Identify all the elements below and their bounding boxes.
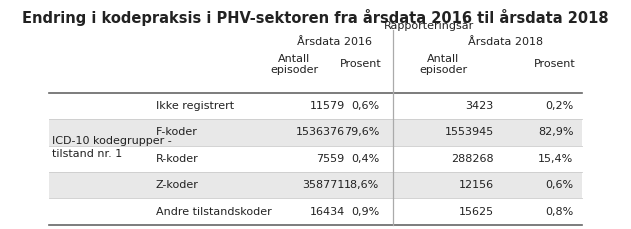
Text: Andre tilstandskoder: Andre tilstandskoder — [156, 207, 272, 217]
Text: Z-koder: Z-koder — [156, 180, 199, 190]
Text: Prosent: Prosent — [340, 60, 382, 69]
Text: 1536376: 1536376 — [296, 128, 345, 137]
Text: 0,6%: 0,6% — [351, 101, 379, 111]
Text: R-koder: R-koder — [156, 154, 199, 164]
Text: 358771: 358771 — [302, 180, 345, 190]
Bar — [49, 172, 582, 199]
Bar — [49, 199, 582, 225]
Text: 0,4%: 0,4% — [351, 154, 379, 164]
Text: Årsdata 2016: Årsdata 2016 — [297, 37, 372, 47]
Text: Rapporteringsår: Rapporteringsår — [384, 19, 474, 30]
Text: 0,2%: 0,2% — [545, 101, 574, 111]
Bar — [49, 93, 582, 119]
Text: Antall
episoder: Antall episoder — [419, 54, 467, 75]
Text: 82,9%: 82,9% — [538, 128, 574, 137]
Text: 16434: 16434 — [310, 207, 345, 217]
Text: Antall
episoder: Antall episoder — [270, 54, 318, 75]
Text: 7559: 7559 — [317, 154, 345, 164]
Text: Endring i kodepraksis i PHV-sektoren fra årsdata 2016 til årsdata 2018: Endring i kodepraksis i PHV-sektoren fra… — [22, 9, 609, 26]
Text: Prosent: Prosent — [534, 60, 575, 69]
Text: 11579: 11579 — [310, 101, 345, 111]
Text: 12156: 12156 — [459, 180, 493, 190]
Text: F-koder: F-koder — [156, 128, 198, 137]
Text: 288268: 288268 — [451, 154, 493, 164]
Text: 0,6%: 0,6% — [545, 180, 574, 190]
Text: 79,6%: 79,6% — [344, 128, 379, 137]
Bar — [49, 146, 582, 172]
Text: Ikke registrert: Ikke registrert — [156, 101, 234, 111]
Text: 15625: 15625 — [459, 207, 493, 217]
Text: 3423: 3423 — [466, 101, 493, 111]
Text: 1553945: 1553945 — [444, 128, 493, 137]
Text: ICD-10 kodegrupper -
tilstand nr. 1: ICD-10 kodegrupper - tilstand nr. 1 — [52, 136, 172, 159]
Text: 15,4%: 15,4% — [538, 154, 574, 164]
Text: 0,9%: 0,9% — [351, 207, 379, 217]
Bar — [49, 119, 582, 146]
Text: 18,6%: 18,6% — [344, 180, 379, 190]
Text: 0,8%: 0,8% — [545, 207, 574, 217]
Text: Årsdata 2018: Årsdata 2018 — [468, 37, 543, 47]
